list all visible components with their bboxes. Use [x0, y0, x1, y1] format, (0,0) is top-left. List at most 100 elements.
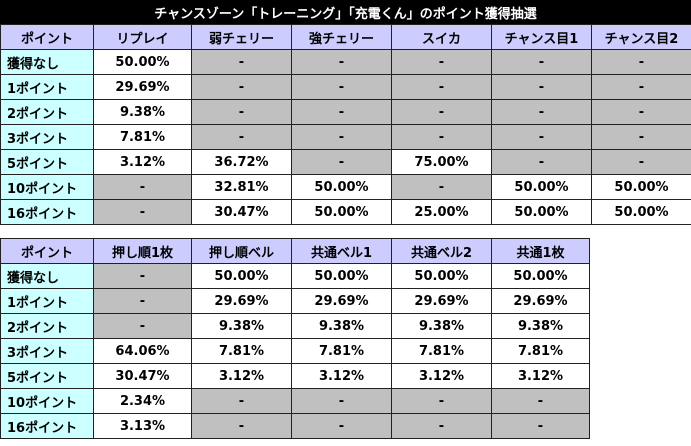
point-table-2: ポイント 押し順1枚 押し順ベル 共通ベル1 共通ベル2 共通1枚 獲得なし -50.00% 5…	[0, 238, 590, 439]
table-cell: -	[93, 174, 192, 200]
table-cell: 29.69%	[291, 288, 392, 314]
table-cell: 3.12%	[191, 363, 292, 389]
table-cell: 7.81%	[191, 338, 292, 364]
column-header: ポイント	[0, 238, 94, 264]
table-cell: 3.12%	[391, 363, 492, 389]
table-cell: -	[191, 388, 292, 414]
table-cell: -	[191, 99, 292, 125]
table-row: 5ポイント 3.12% 36.72% -75.00% - -	[0, 149, 691, 175]
table-cell: -	[591, 74, 691, 100]
table-cell: 3.12%	[93, 149, 192, 175]
row-label: 16ポイント	[0, 413, 94, 439]
row-label: 10ポイント	[0, 174, 94, 200]
table-cell: 64.06%	[93, 338, 192, 364]
table-row: 3ポイント 64.06% 7.81% 7.81% 7.81% 7.81%	[0, 338, 590, 364]
row-label: 5ポイント	[0, 149, 94, 175]
table-cell: 50.00%	[191, 263, 292, 289]
table-cell: 7.81%	[291, 338, 392, 364]
table-cell: 3.12%	[491, 363, 590, 389]
column-header: スイカ	[391, 24, 492, 50]
table-cell: -	[93, 199, 192, 225]
table-cell: -	[391, 99, 492, 125]
table-cell: -	[391, 49, 492, 75]
table-cell: -	[191, 74, 292, 100]
column-header: 押し順1枚	[93, 238, 192, 264]
row-label: 3ポイント	[0, 338, 94, 364]
table-cell: -	[291, 74, 392, 100]
table-cell: -	[191, 413, 292, 439]
table-cell: -	[491, 124, 592, 150]
row-label: 2ポイント	[0, 99, 94, 125]
row-label: 1ポイント	[0, 74, 94, 100]
table-row: 1ポイント -29.69% 29.69% 29.69% 29.69%	[0, 288, 590, 314]
table-cell: -	[491, 388, 590, 414]
table-row: 獲得なし -50.00% 50.00% 50.00% 50.00%	[0, 263, 590, 289]
column-header: 押し順ベル	[191, 238, 292, 264]
table-cell: 7.81%	[491, 338, 590, 364]
table-row: 16ポイント 3.13% - - - -	[0, 413, 590, 439]
table-cell: -	[93, 288, 192, 314]
table-cell: 50.00%	[591, 199, 691, 225]
table-row: 16ポイント -30.47% 50.00% 25.00% 50.00% 50.00%	[0, 199, 691, 225]
table-cell: -	[291, 124, 392, 150]
table-cell: 9.38%	[191, 313, 292, 339]
table-cell: 50.00%	[291, 263, 392, 289]
row-label: 2ポイント	[0, 313, 94, 339]
table-cell: -	[491, 413, 590, 439]
row-label: 1ポイント	[0, 288, 94, 314]
column-header: 弱チェリー	[191, 24, 292, 50]
table-cell: -	[591, 99, 691, 125]
row-label: 16ポイント	[0, 199, 94, 225]
table-cell: 50.00%	[291, 174, 392, 200]
table-cell: 50.00%	[391, 263, 492, 289]
table-cell: -	[391, 74, 492, 100]
table-row: 1ポイント 29.69% - - - - -	[0, 74, 691, 100]
column-header: 強チェリー	[291, 24, 392, 50]
table-cell: -	[291, 49, 392, 75]
table-cell: 25.00%	[391, 199, 492, 225]
table-cell: 3.13%	[93, 413, 192, 439]
table-cell: 32.81%	[191, 174, 292, 200]
table-cell: -	[93, 263, 192, 289]
table-row: 10ポイント -32.81% 50.00% -50.00% 50.00%	[0, 174, 691, 200]
row-label: 10ポイント	[0, 388, 94, 414]
table-cell: 9.38%	[491, 313, 590, 339]
table-row: 2ポイント 9.38% - - - - -	[0, 99, 691, 125]
table-cell: -	[291, 413, 392, 439]
table-cell: -	[291, 99, 392, 125]
table-row: 2ポイント -9.38% 9.38% 9.38% 9.38%	[0, 313, 590, 339]
table-cell: 50.00%	[491, 199, 592, 225]
row-label: 獲得なし	[0, 49, 94, 75]
point-table-1-header-row: ポイント リプレイ 弱チェリー 強チェリー スイカ チャンス目1 チャンス目2	[0, 24, 691, 50]
table-cell: 50.00%	[591, 174, 691, 200]
table-cell: -	[491, 149, 592, 175]
table-cell: 50.00%	[291, 199, 392, 225]
table-row: 3ポイント 7.81% - - - - -	[0, 124, 691, 150]
point-table-2-header-row: ポイント 押し順1枚 押し順ベル 共通ベル1 共通ベル2 共通1枚	[0, 238, 590, 264]
table-cell: -	[191, 49, 292, 75]
table-row: 10ポイント 2.34% - - - -	[0, 388, 590, 414]
point-table-1: ポイント リプレイ 弱チェリー 強チェリー スイカ チャンス目1 チャンス目2 獲得なし 50.…	[0, 24, 691, 225]
table-cell: 29.69%	[391, 288, 492, 314]
column-header: チャンス目2	[591, 24, 691, 50]
table-cell: 9.38%	[93, 99, 192, 125]
table-cell: -	[591, 149, 691, 175]
table-cell: -	[491, 99, 592, 125]
table-cell: 29.69%	[491, 288, 590, 314]
row-label: 5ポイント	[0, 363, 94, 389]
table-cell: 30.47%	[93, 363, 192, 389]
table-cell: -	[391, 124, 492, 150]
table-cell: 50.00%	[491, 263, 590, 289]
table-cell: 7.81%	[391, 338, 492, 364]
table-cell: -	[391, 388, 492, 414]
table-cell: -	[291, 149, 392, 175]
table-cell: 50.00%	[93, 49, 192, 75]
table-cell: 29.69%	[93, 74, 192, 100]
table-cell: 9.38%	[291, 313, 392, 339]
row-label: 獲得なし	[0, 263, 94, 289]
table-cell: -	[391, 174, 492, 200]
table-cell: 3.12%	[291, 363, 392, 389]
table-cell: -	[191, 124, 292, 150]
table-row: 5ポイント 30.47% 3.12% 3.12% 3.12% 3.12%	[0, 363, 590, 389]
table-cell: 7.81%	[93, 124, 192, 150]
